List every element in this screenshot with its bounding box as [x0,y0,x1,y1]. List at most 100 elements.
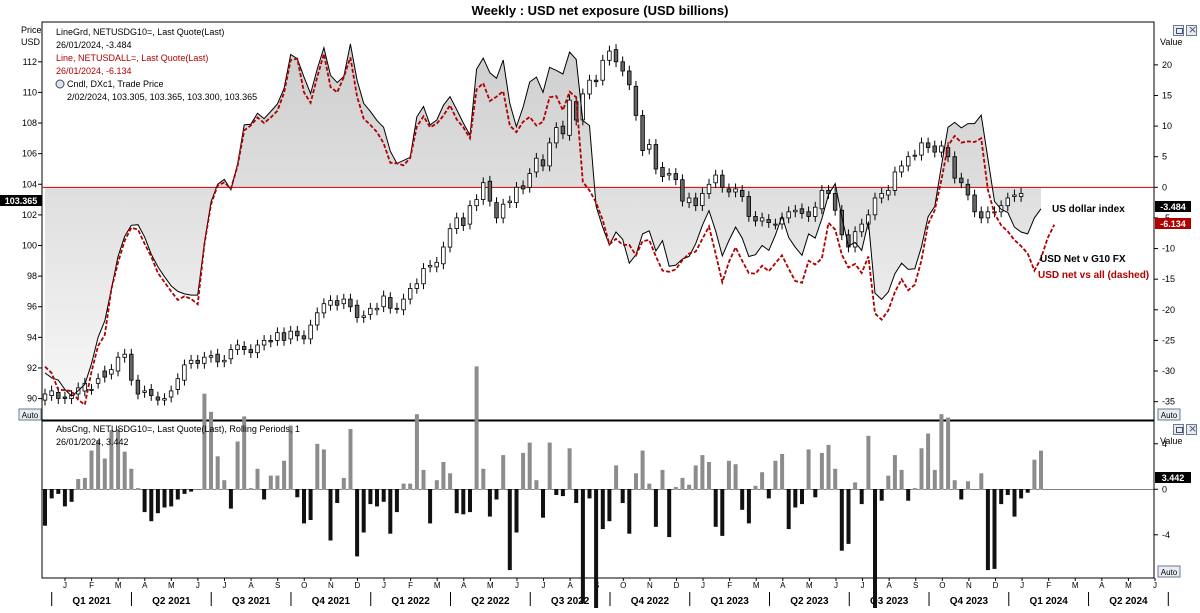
lower-axis-tick-label: 4 [1162,439,1167,449]
abs-change-bar [580,489,585,604]
abs-change-bar [833,468,838,490]
left-axis-title-price: Price [21,25,42,35]
candle-body [427,264,433,268]
quarter-label: Q4 2023 [950,596,989,607]
abs-change-bar [800,489,804,505]
auto-button-right[interactable]: Auto [1161,411,1178,420]
candle-body [421,268,426,285]
abs-change-bar [1025,489,1030,493]
candle-body [109,369,114,375]
abs-change-bar [195,489,200,490]
candle-body [381,295,386,308]
auto-button-lower[interactable]: Auto [1161,568,1178,577]
month-tick-label: O [620,581,626,590]
quarter-label: Q1 2024 [1029,596,1068,607]
candle-body [932,145,937,153]
abs-change-bar [634,473,638,490]
candle-body [182,364,187,381]
month-tick-label: A [248,581,254,590]
candle-body [447,228,453,248]
candle-body [155,396,161,401]
candle-body [129,353,134,381]
candle-body [308,324,313,340]
abs-change-bar [428,489,433,524]
quarter-label: Q2 2022 [471,596,510,607]
auto-button-left[interactable]: Auto [22,411,39,420]
auto-button-left-frame[interactable] [18,408,42,421]
abs-change-bar [786,489,791,530]
abs-change-bar [361,489,366,533]
right-axis-tick-label: -5 [1162,213,1170,223]
candle-body [786,211,791,219]
abs-change-bar [481,468,486,490]
abs-change-bar [228,489,233,509]
month-tick-label: M [1072,581,1079,590]
legend-g10-line2: 26/01/2024, -3.484 [56,40,132,50]
month-tick-label: J [542,581,546,590]
abs-change-bar [879,489,884,501]
candle-body [1012,194,1017,197]
abs-change-bar [560,489,565,497]
candle-body [348,298,353,308]
abs-change-bar [733,464,738,490]
abs-change-bar [939,414,944,490]
abs-change-bar [328,489,333,541]
all-tag: -6.134 [1160,219,1186,229]
abs-change-bar [653,489,658,527]
candle-body [507,200,512,204]
g10-tag-bg [1155,201,1191,212]
abs-change-bar [647,483,652,490]
series-line-usd-net-vs-all [44,53,1056,407]
candle-body [906,156,911,167]
auto-button-lower-frame[interactable] [1157,565,1181,578]
abs-change-bar [514,489,519,533]
abs-change-bar [255,468,260,490]
candle-body [673,173,678,180]
quarter-label: Q1 2023 [710,596,749,607]
abs-change-bar [594,489,599,613]
quarter-label: Q4 2022 [631,596,670,607]
abs-change-bar [567,448,572,490]
abs-change-bar [268,475,273,490]
candle-body [726,188,732,193]
lower-maximize-icon[interactable] [1173,424,1184,435]
candle-body [95,378,101,384]
month-tick-label: J [515,581,519,590]
abs-change-bar [142,489,147,513]
left-axis-tick-label: 108 [22,118,37,128]
candlestick-layer [42,44,1024,406]
month-tick-label: J [834,581,838,590]
candle-body [334,300,340,306]
upper-maximize-icon[interactable] [1173,25,1184,36]
abs-change-bar [468,489,472,513]
month-tick-label: O [939,581,945,590]
annotation-usd-index: US dollar index [1052,204,1125,215]
candle-body [686,197,692,203]
abs-change-bar [614,465,619,490]
abs-change-bar [82,477,87,490]
candle-body [248,349,253,354]
abs-change-bar [69,489,74,502]
quarter-label: Q3 2023 [870,596,909,607]
abs-change-bar [302,489,306,524]
upper-close-icon[interactable] [1186,23,1197,37]
legend-all-line2: 26/01/2024, -6.134 [56,66,132,76]
lower-axis-tick-label: 0 [1162,484,1167,494]
abs-change-bar [116,429,121,490]
left-axis-tick-label: 102 [22,210,37,220]
abs-change-bar [421,469,426,490]
lower-close-icon[interactable] [1186,422,1197,436]
candle-body [222,359,227,363]
abs-change-bar [667,489,672,538]
auto-button-right-frame[interactable] [1157,408,1181,421]
candle-body [985,211,991,219]
abs-change-bar [640,450,645,490]
candle-body [102,370,107,378]
legend-all-line1: Line, NETUSDALL=, Last Quote(Last) [56,53,208,63]
month-tick-label: J [861,581,865,590]
abs-change-bar [49,489,54,499]
abs-change-bar [773,460,778,490]
candle-body [208,355,214,358]
abs-change-bar [839,489,844,551]
